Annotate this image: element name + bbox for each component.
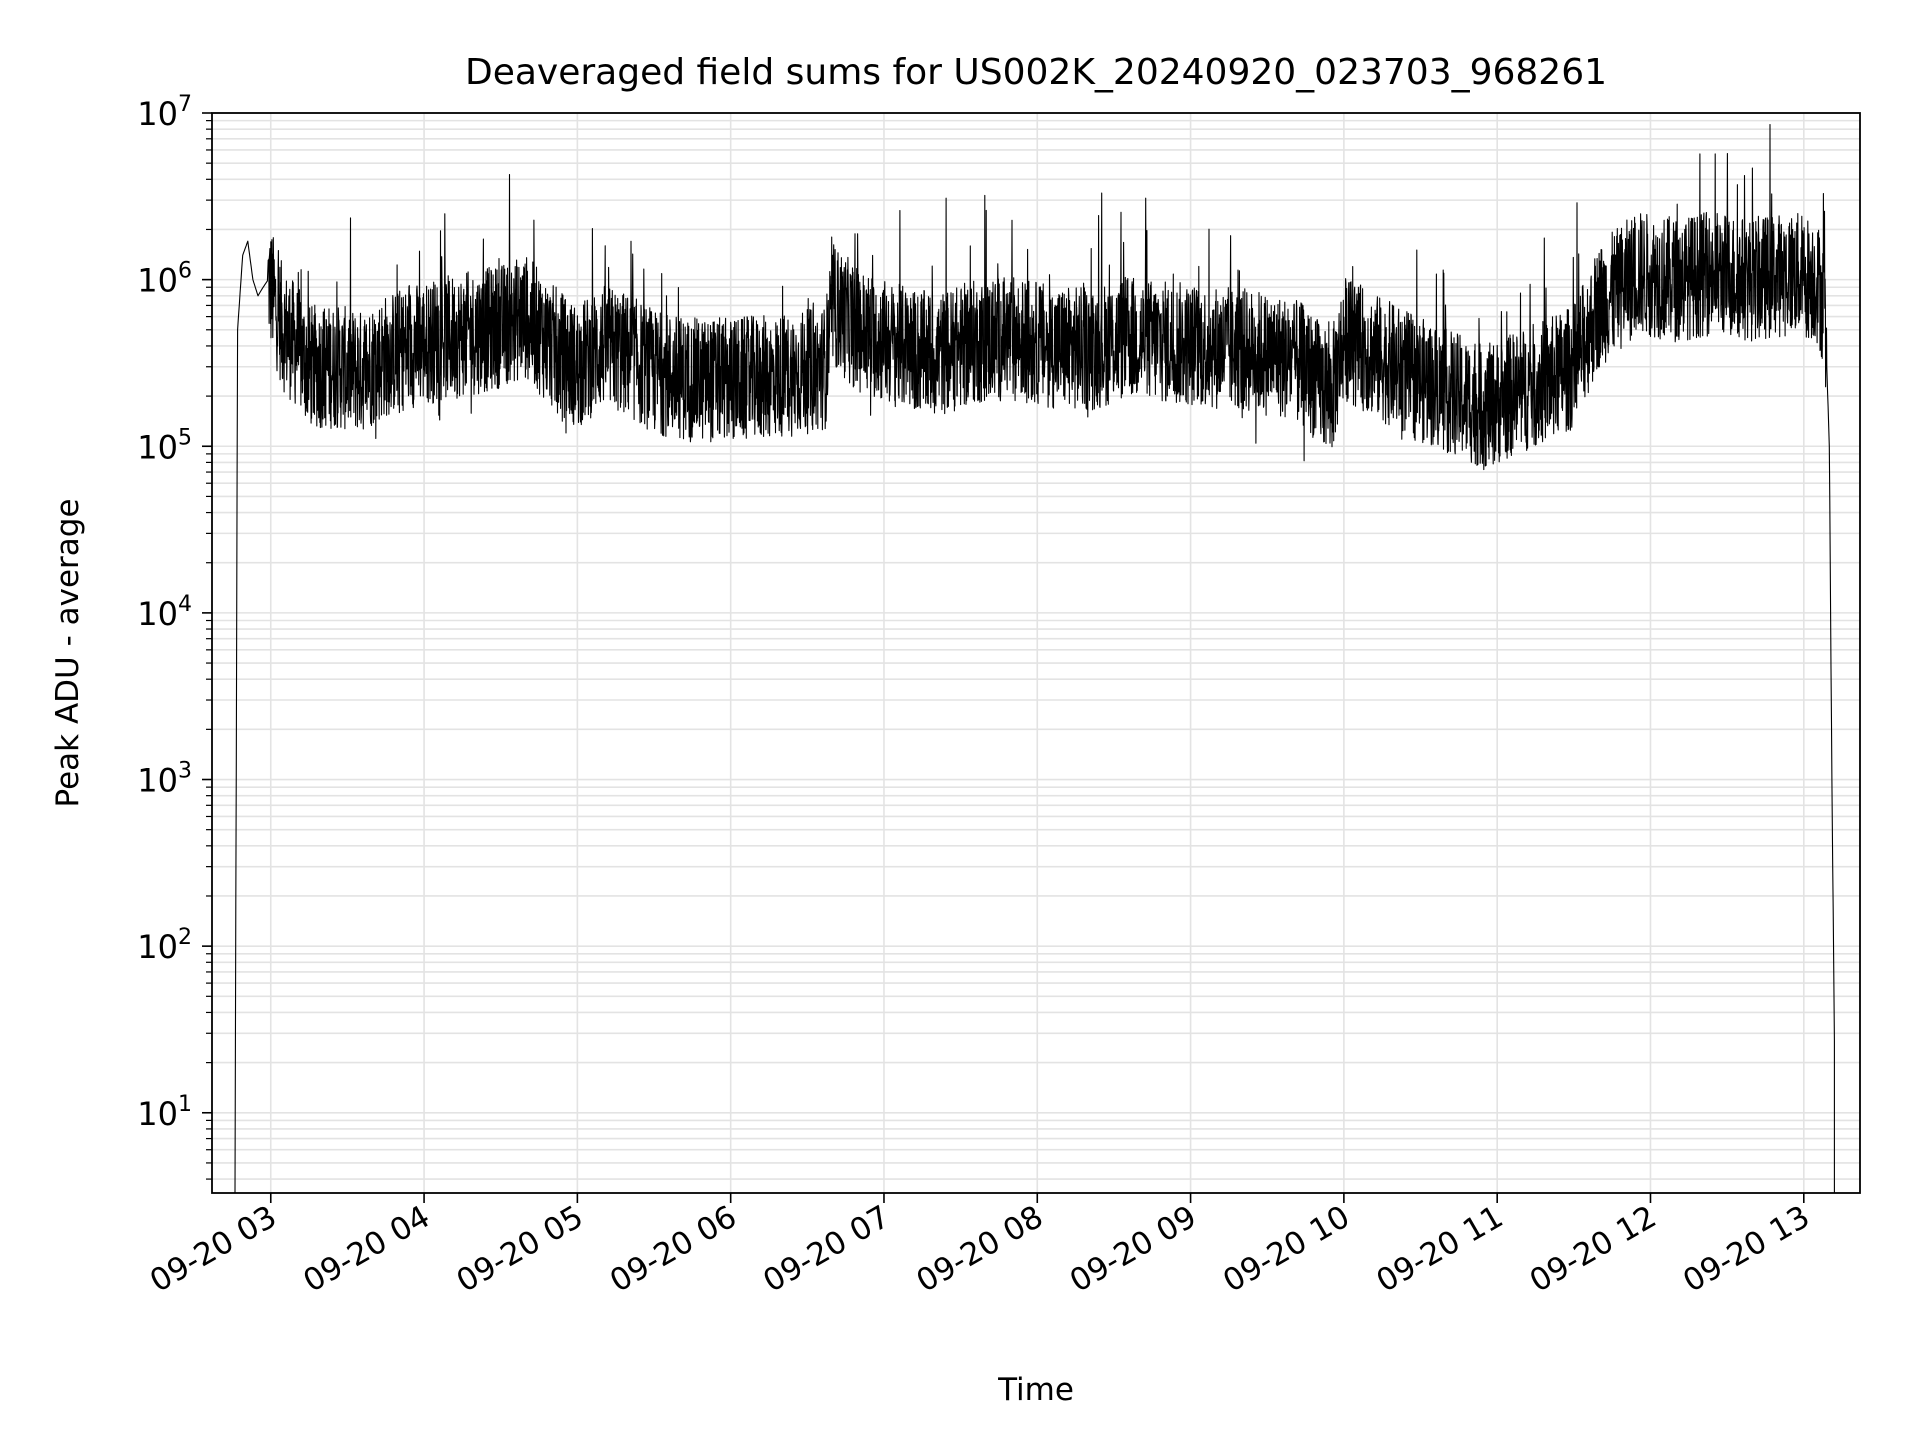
plot-frame bbox=[211, 112, 1861, 1194]
y-tick-exponent: 4 bbox=[178, 592, 192, 617]
y-tick-label: 103 bbox=[137, 759, 192, 800]
y-tick-base: 10 bbox=[137, 762, 178, 800]
y-tick-base: 10 bbox=[137, 262, 178, 300]
y-tick-base: 10 bbox=[137, 595, 178, 633]
x-axis-label: Time bbox=[997, 1372, 1074, 1408]
y-tick-base: 10 bbox=[137, 1095, 178, 1133]
y-tick-exponent: 6 bbox=[178, 259, 192, 284]
y-tick-base: 10 bbox=[137, 95, 178, 133]
y-tick-exponent: 3 bbox=[178, 759, 192, 784]
y-tick-label: 101 bbox=[137, 1092, 192, 1133]
y-tick-exponent: 5 bbox=[178, 425, 192, 450]
y-tick-base: 10 bbox=[137, 928, 178, 966]
y-tick-label: 102 bbox=[137, 925, 192, 966]
y-tick-base: 10 bbox=[137, 428, 178, 466]
chart-title: Deaveraged field sums for US002K_2024092… bbox=[465, 52, 1607, 93]
y-tick-exponent: 2 bbox=[178, 925, 192, 950]
y-axis-label: Peak ADU - average bbox=[50, 498, 86, 807]
y-tick-label: 106 bbox=[137, 259, 192, 300]
y-tick-label: 105 bbox=[137, 425, 192, 466]
y-tick-exponent: 7 bbox=[178, 92, 192, 117]
y-tick-label: 107 bbox=[137, 92, 192, 133]
y-tick-exponent: 1 bbox=[178, 1092, 192, 1117]
series-line bbox=[234, 123, 1835, 1194]
minor-gridlines bbox=[212, 119, 1860, 1180]
y-tick-label: 104 bbox=[137, 592, 192, 633]
